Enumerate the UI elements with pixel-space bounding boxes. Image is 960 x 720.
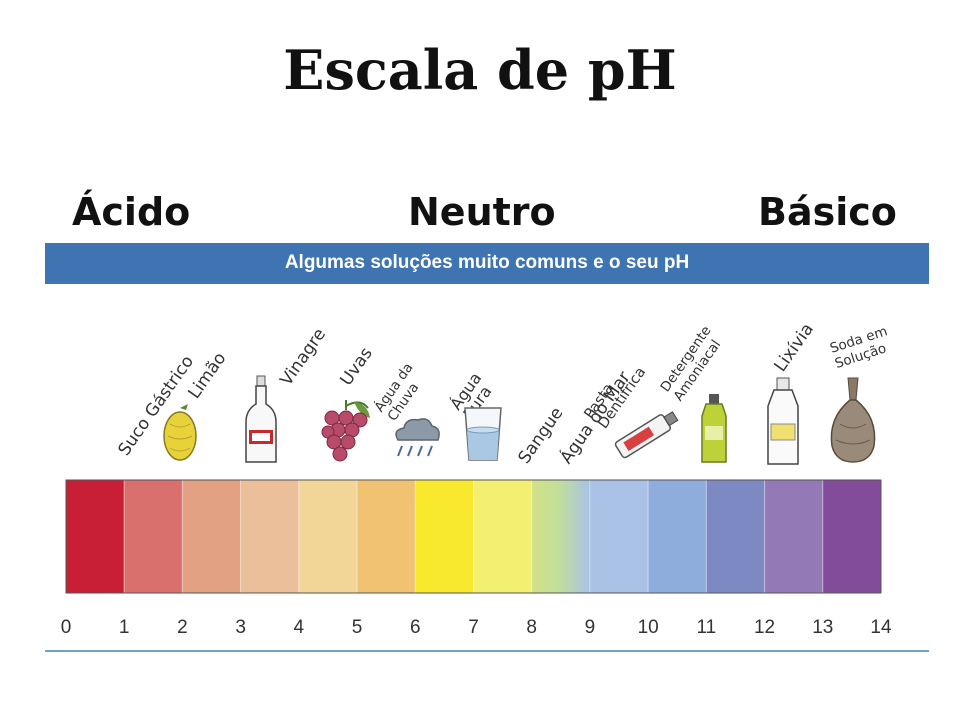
toothpaste-icon — [614, 411, 679, 459]
ph-band-9 — [589, 479, 649, 594]
lemon-icon — [163, 404, 197, 461]
ph-band-10 — [647, 479, 707, 594]
ph-tick-4: 4 — [293, 617, 305, 638]
soda-sack-icon — [830, 377, 876, 463]
ph-band-1 — [123, 479, 183, 594]
ph-band-6 — [414, 479, 474, 594]
rain-cloud-icon — [395, 418, 440, 457]
page-title: Escala de pH — [283, 38, 677, 102]
ph-band-13 — [822, 479, 882, 594]
ph-scale-border — [65, 479, 882, 594]
ph-band-0 — [65, 479, 125, 594]
ph-band-8 — [531, 479, 591, 594]
water-glass-icon — [464, 407, 502, 461]
ph-band-12 — [764, 479, 824, 594]
ph-tick-2: 2 — [177, 617, 188, 638]
ph-tick-9: 9 — [584, 617, 596, 638]
ph-tick-1: 1 — [118, 617, 130, 638]
basic-label: Básico — [758, 190, 897, 234]
neutral-label: Neutro — [408, 190, 556, 234]
ph-tick-5: 5 — [351, 617, 363, 638]
ph-tick-7: 7 — [468, 617, 479, 638]
banner-text: Algumas soluções muito comuns e o seu pH — [284, 252, 690, 273]
ph-band-11 — [705, 479, 766, 594]
ph-tick-14: 14 — [870, 617, 892, 638]
ph-tick-0: 0 — [60, 617, 72, 638]
ph-tick-3: 3 — [235, 617, 246, 638]
bottom-rule — [45, 650, 929, 652]
grapes-icon — [321, 400, 370, 462]
ph-band-7 — [473, 479, 533, 594]
ph-band-4 — [298, 479, 358, 594]
ph-tick-12: 12 — [753, 617, 776, 638]
ph-tick-10: 10 — [637, 617, 659, 638]
ph-band-5 — [356, 479, 416, 594]
ph-band-3 — [240, 479, 300, 594]
acid-label: Ácido — [72, 190, 191, 234]
ph-band-2 — [181, 479, 242, 594]
ph-tick-6: 6 — [409, 617, 421, 638]
ph-tick-11: 11 — [696, 617, 717, 638]
ph-tick-8: 8 — [526, 617, 537, 638]
vinegar-bottle-icon — [245, 375, 277, 463]
banner: Algumas soluções muito comuns e o seu pH — [45, 243, 929, 284]
detergent-bottle-icon — [701, 394, 727, 463]
bleach-bottle-icon — [767, 377, 799, 465]
ph-tick-13: 13 — [812, 617, 834, 638]
